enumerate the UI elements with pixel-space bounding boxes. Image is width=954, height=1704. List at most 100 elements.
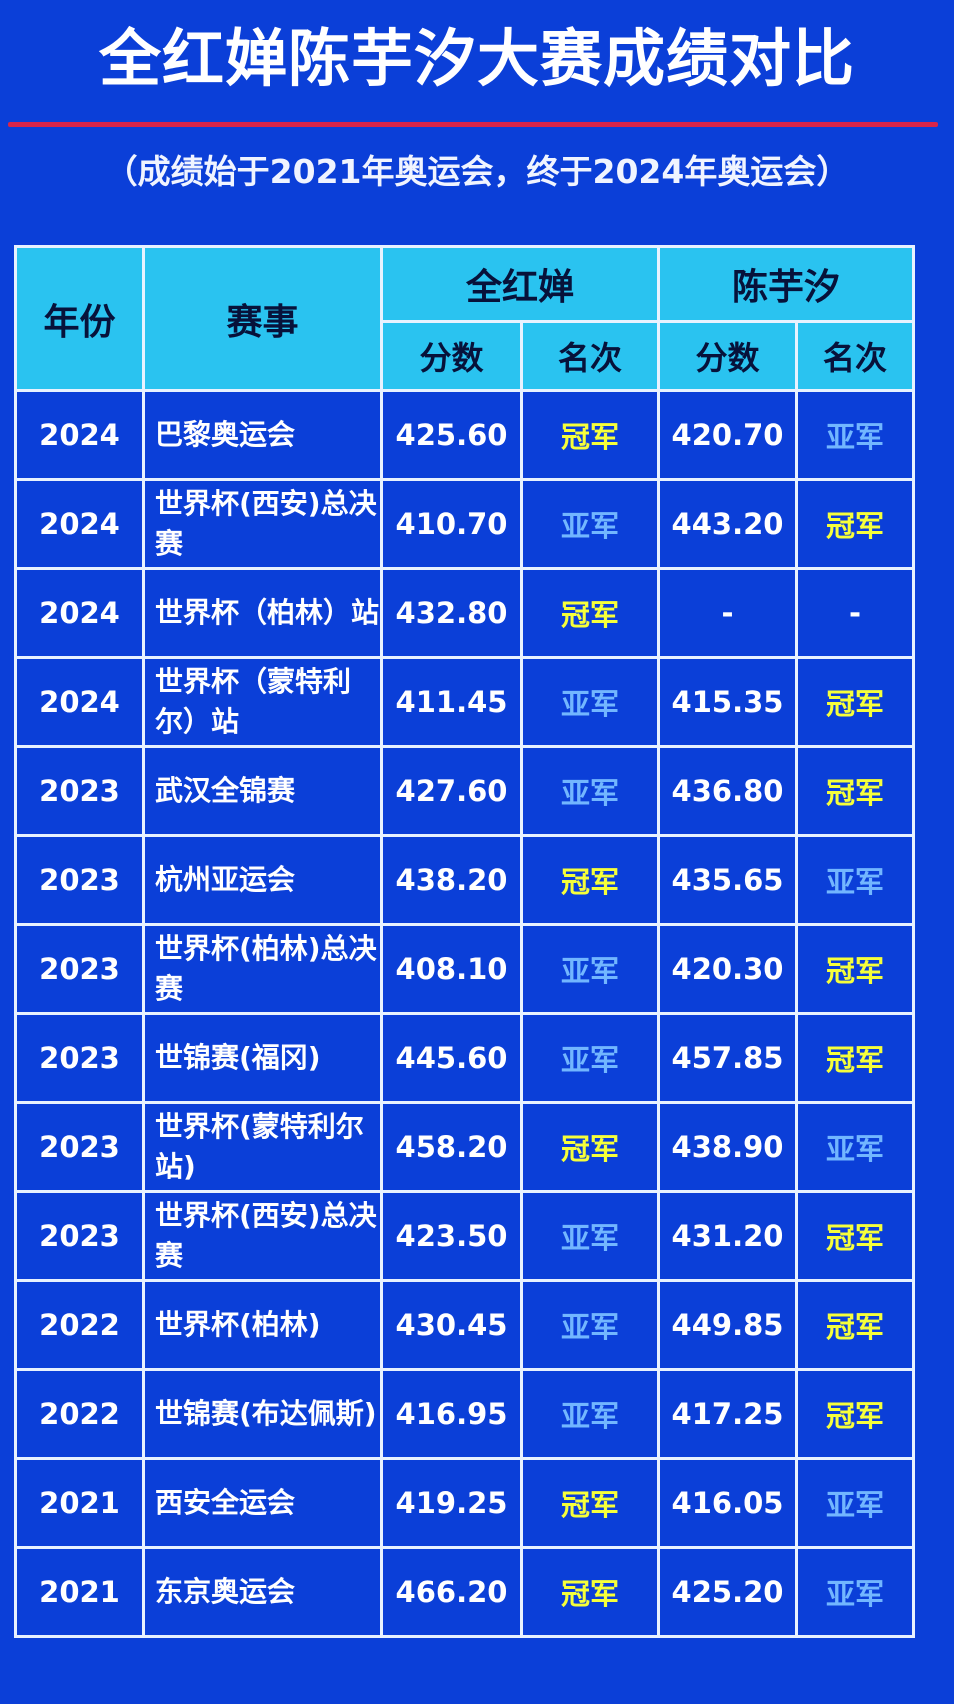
rank-cell: 冠军 bbox=[795, 1279, 916, 1371]
score-cell: 458.20 bbox=[380, 1101, 523, 1193]
score-cell: 435.65 bbox=[657, 834, 799, 926]
rank-cell: 冠军 bbox=[519, 389, 661, 481]
year-cell: 2021 bbox=[14, 1546, 145, 1638]
score-cell: 438.90 bbox=[657, 1101, 799, 1193]
score-cell: 436.80 bbox=[657, 745, 799, 837]
rank-cell: 冠军 bbox=[795, 1368, 916, 1460]
year-cell: 2023 bbox=[14, 1101, 145, 1193]
year-cell: 2023 bbox=[14, 745, 145, 837]
year-cell: 2024 bbox=[14, 567, 145, 659]
score-cell: - bbox=[657, 567, 799, 659]
rank-cell: 亚军 bbox=[519, 656, 661, 748]
score-cell: 449.85 bbox=[657, 1279, 799, 1371]
year-cell: 2023 bbox=[14, 1012, 145, 1104]
score-cell: 425.20 bbox=[657, 1546, 799, 1638]
score-cell: 423.50 bbox=[380, 1190, 523, 1282]
year-cell: 2023 bbox=[14, 923, 145, 1015]
header-year: 年份 bbox=[14, 245, 145, 392]
score-cell: 420.30 bbox=[657, 923, 799, 1015]
score-cell: 427.60 bbox=[380, 745, 523, 837]
table-row: 2024 世界杯（柏林）站 432.80 冠军 - - bbox=[14, 567, 916, 659]
event-cell: 世界杯(柏林) bbox=[142, 1279, 383, 1371]
year-cell: 2024 bbox=[14, 478, 145, 570]
event-cell: 世界杯（柏林）站 bbox=[142, 567, 383, 659]
score-cell: 443.20 bbox=[657, 478, 799, 570]
rank-cell: 亚军 bbox=[795, 1457, 916, 1549]
rank-cell: 亚军 bbox=[519, 478, 661, 570]
table-row: 2023 世界杯(柏林)总决赛 408.10 亚军 420.30 冠军 bbox=[14, 923, 916, 1015]
table-row: 2023 世锦赛(福冈) 445.60 亚军 457.85 冠军 bbox=[14, 1012, 916, 1104]
score-cell: 411.45 bbox=[380, 656, 523, 748]
rank-cell: 亚军 bbox=[519, 1279, 661, 1371]
header-score: 分数 bbox=[380, 320, 523, 392]
rank-cell: 冠军 bbox=[795, 923, 916, 1015]
header-rank: 名次 bbox=[519, 320, 661, 392]
score-cell: 445.60 bbox=[380, 1012, 523, 1104]
table-row: 2021 西安全运会 419.25 冠军 416.05 亚军 bbox=[14, 1457, 916, 1549]
table-row: 2023 武汉全锦赛 427.60 亚军 436.80 冠军 bbox=[14, 745, 916, 837]
score-cell: 417.25 bbox=[657, 1368, 799, 1460]
score-cell: 432.80 bbox=[380, 567, 523, 659]
rank-cell: 亚军 bbox=[795, 1546, 916, 1638]
page-title: 全红婵陈芋汐大赛成绩对比 bbox=[98, 22, 855, 95]
year-cell: 2022 bbox=[14, 1368, 145, 1460]
divider bbox=[8, 122, 938, 127]
table-row: 2021 东京奥运会 466.20 冠军 425.20 亚军 bbox=[14, 1546, 916, 1638]
rank-cell: 亚军 bbox=[519, 1190, 661, 1282]
event-cell: 世界杯(西安)总决赛 bbox=[142, 478, 383, 570]
year-cell: 2023 bbox=[14, 834, 145, 926]
table-row: 2023 杭州亚运会 438.20 冠军 435.65 亚军 bbox=[14, 834, 916, 926]
event-cell: 武汉全锦赛 bbox=[142, 745, 383, 837]
table-row: 2024 世界杯（蒙特利尔）站 411.45 亚军 415.35 冠军 bbox=[14, 656, 916, 748]
event-cell: 巴黎奥运会 bbox=[142, 389, 383, 481]
score-cell: 425.60 bbox=[380, 389, 523, 481]
event-cell: 东京奥运会 bbox=[142, 1546, 383, 1638]
table-row: 2024 巴黎奥运会 425.60 冠军 420.70 亚军 bbox=[14, 389, 916, 481]
table-row: 2023 世界杯(西安)总决赛 423.50 亚军 431.20 冠军 bbox=[14, 1190, 916, 1282]
score-cell: 431.20 bbox=[657, 1190, 799, 1282]
score-cell: 416.05 bbox=[657, 1457, 799, 1549]
header-event: 赛事 bbox=[142, 245, 383, 392]
rank-cell: 冠军 bbox=[795, 656, 916, 748]
score-cell: 419.25 bbox=[380, 1457, 523, 1549]
year-cell: 2024 bbox=[14, 389, 145, 481]
event-cell: 世界杯(西安)总决赛 bbox=[142, 1190, 383, 1282]
table-row: 2022 世界杯(柏林) 430.45 亚军 449.85 冠军 bbox=[14, 1279, 916, 1371]
event-cell: 西安全运会 bbox=[142, 1457, 383, 1549]
rank-cell: 冠军 bbox=[519, 567, 661, 659]
rank-cell: 冠军 bbox=[519, 1546, 661, 1638]
score-cell: 408.10 bbox=[380, 923, 523, 1015]
rank-cell: 冠军 bbox=[795, 1012, 916, 1104]
rank-cell: 冠军 bbox=[519, 834, 661, 926]
score-cell: 438.20 bbox=[380, 834, 523, 926]
rank-cell: 亚军 bbox=[519, 923, 661, 1015]
rank-cell: 冠军 bbox=[795, 745, 916, 837]
header-athlete2: 陈芋汐 bbox=[657, 245, 916, 323]
rank-cell: 亚军 bbox=[519, 1368, 661, 1460]
event-cell: 世锦赛(布达佩斯) bbox=[142, 1368, 383, 1460]
score-cell: 430.45 bbox=[380, 1279, 523, 1371]
table-row: 2024 世界杯(西安)总决赛 410.70 亚军 443.20 冠军 bbox=[14, 478, 916, 570]
rank-cell: 亚军 bbox=[795, 834, 916, 926]
year-cell: 2022 bbox=[14, 1279, 145, 1371]
rank-cell: 亚军 bbox=[795, 389, 916, 481]
header-rank: 名次 bbox=[795, 320, 916, 392]
year-cell: 2023 bbox=[14, 1190, 145, 1282]
results-table: 年份 赛事 全红婵 陈芋汐 分数 名次 分数 名次 2024 巴黎奥运会 425.6… bbox=[14, 245, 916, 1638]
table-row: 2023 世界杯(蒙特利尔站) 458.20 冠军 438.90 亚军 bbox=[14, 1101, 916, 1193]
year-cell: 2021 bbox=[14, 1457, 145, 1549]
rank-cell: 冠军 bbox=[519, 1101, 661, 1193]
table-row: 2022 世锦赛(布达佩斯) 416.95 亚军 417.25 冠军 bbox=[14, 1368, 916, 1460]
subtitle: （成绩始于2021年奥运会，终于2024年奥运会） bbox=[104, 152, 850, 191]
event-cell: 世锦赛(福冈) bbox=[142, 1012, 383, 1104]
rank-cell: 冠军 bbox=[795, 478, 916, 570]
rank-cell: 冠军 bbox=[795, 1190, 916, 1282]
score-cell: 420.70 bbox=[657, 389, 799, 481]
score-cell: 410.70 bbox=[380, 478, 523, 570]
event-cell: 世界杯(柏林)总决赛 bbox=[142, 923, 383, 1015]
rank-cell: 亚军 bbox=[519, 745, 661, 837]
rank-cell: 冠军 bbox=[519, 1457, 661, 1549]
score-cell: 457.85 bbox=[657, 1012, 799, 1104]
score-cell: 416.95 bbox=[380, 1368, 523, 1460]
rank-cell: - bbox=[795, 567, 916, 659]
